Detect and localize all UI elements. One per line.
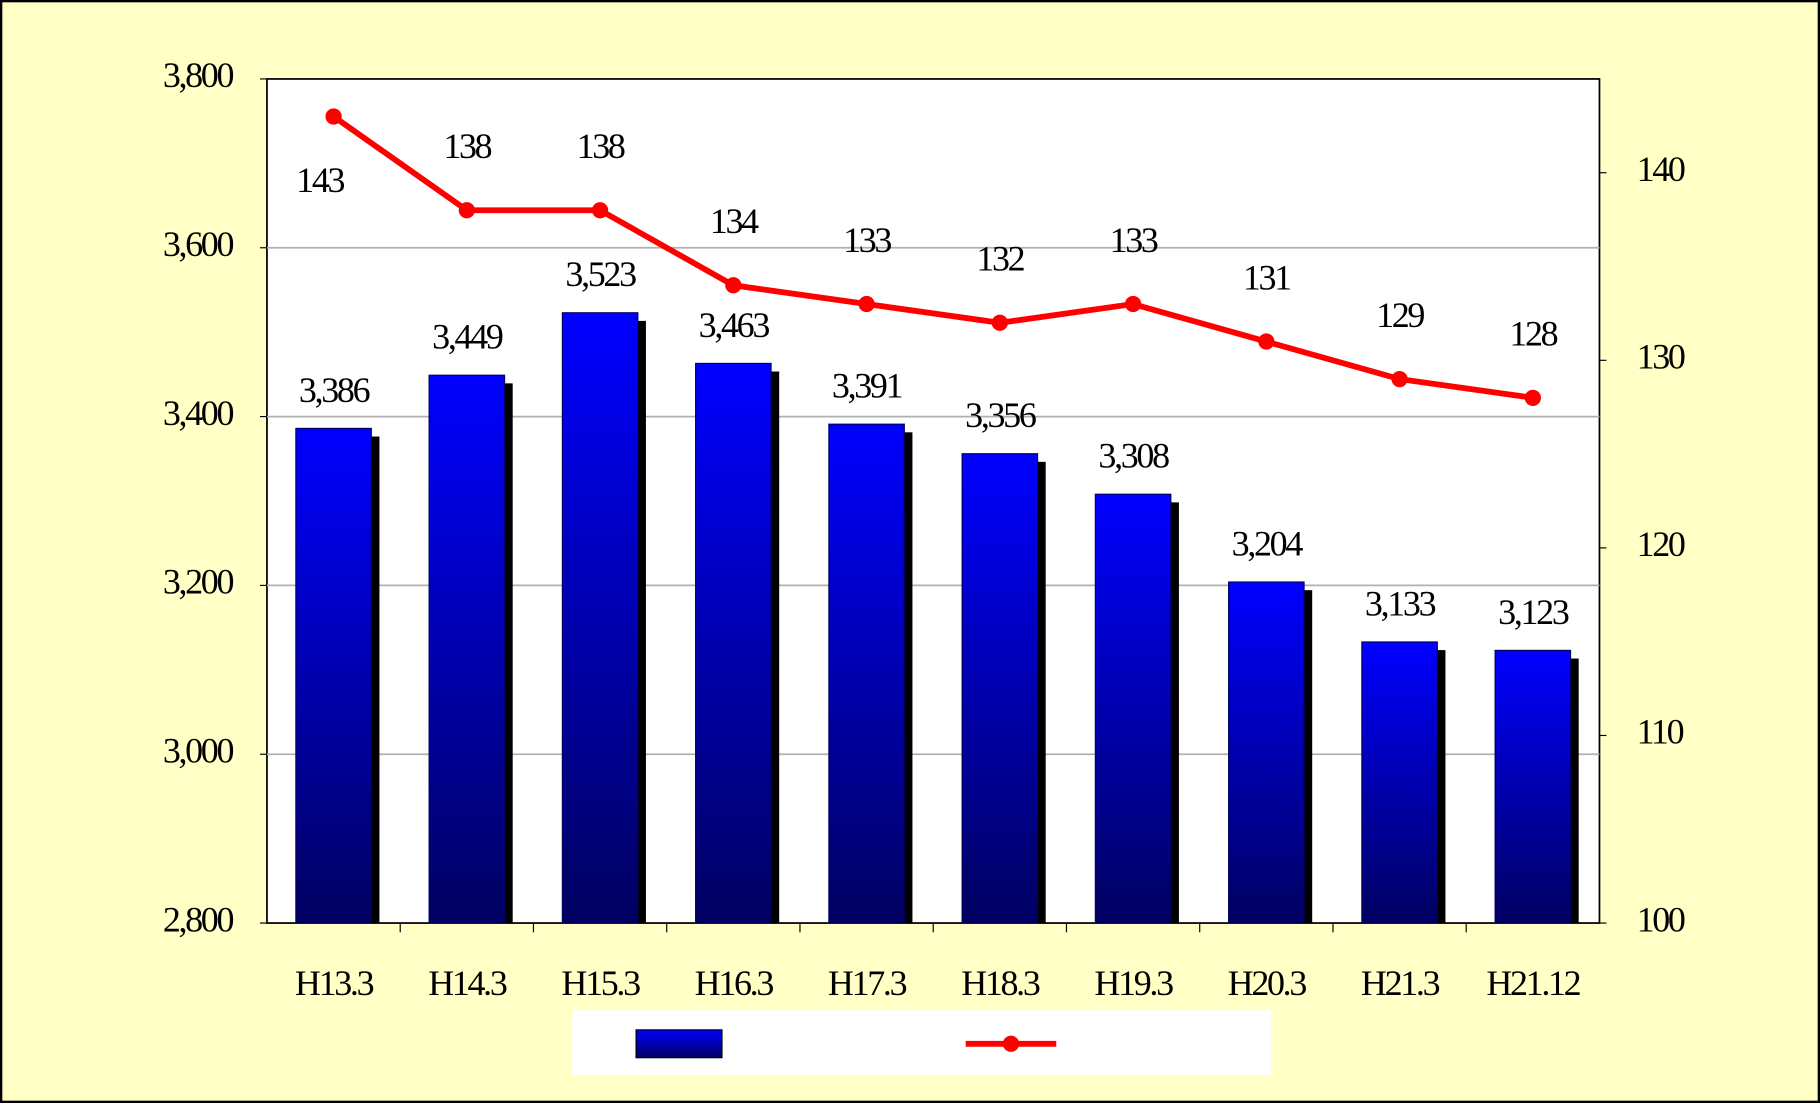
x-tick-label: H18.3 — [961, 963, 1040, 1003]
line-value-label: 129 — [1376, 295, 1424, 335]
bar-value-label: 3,308 — [1098, 436, 1169, 476]
y-tick-label: 3,000 — [163, 730, 234, 770]
line-value-label: 133 — [843, 220, 891, 260]
bar-value-label: 3,356 — [965, 395, 1036, 435]
y-tick-label: 2,800 — [163, 899, 234, 939]
line-marker — [858, 295, 875, 313]
line-marker — [591, 202, 609, 219]
y2-tick-label: 140 — [1637, 149, 1685, 189]
legend-marker — [1002, 1035, 1020, 1052]
line-marker — [725, 277, 742, 294]
line-marker — [458, 202, 475, 219]
line-value-label: 133 — [1110, 220, 1158, 260]
bar — [295, 427, 372, 924]
line-value-label: 138 — [443, 126, 491, 166]
line-value-label: 134 — [710, 201, 759, 241]
bar — [1494, 649, 1572, 924]
bar — [695, 362, 772, 924]
line-marker — [1391, 370, 1408, 388]
legend-swatch — [635, 1029, 723, 1059]
y2-tick-label: 130 — [1637, 337, 1685, 377]
bar-value-label: 3,463 — [699, 305, 770, 345]
bar-value-label: 3,449 — [432, 317, 503, 357]
bar-value-label: 3,204 — [1232, 523, 1304, 563]
x-tick-label: H19.3 — [1094, 963, 1173, 1003]
bar — [828, 423, 905, 924]
x-tick-label: H17.3 — [828, 963, 907, 1003]
x-tick-label: H21.12 — [1486, 963, 1579, 1003]
bar — [1361, 641, 1438, 924]
bar-value-label: 3,133 — [1365, 583, 1436, 623]
x-tick-label: H16.3 — [695, 963, 774, 1003]
line-value-label: 131 — [1243, 257, 1290, 297]
bar — [428, 374, 506, 924]
bar-value-label: 3,523 — [565, 254, 636, 294]
y-tick-label: 3,200 — [163, 562, 234, 602]
line-value-label: 132 — [976, 239, 1023, 279]
y2-tick-label: 120 — [1637, 524, 1685, 564]
bar — [561, 312, 639, 924]
line — [331, 114, 1534, 401]
line-marker — [1124, 295, 1142, 313]
x-tick-label: H15.3 — [561, 963, 640, 1003]
y-tick-label: 3,600 — [163, 224, 234, 264]
line-value-label: 128 — [1509, 314, 1557, 354]
x-tick-label: H14.3 — [428, 963, 507, 1003]
line-value-label: 143 — [296, 160, 344, 200]
bar — [1094, 493, 1172, 924]
line-marker — [325, 108, 342, 125]
bar-value-label: 3,386 — [299, 370, 370, 410]
x-tick-label: H21.3 — [1361, 963, 1440, 1003]
bar — [961, 453, 1039, 924]
x-tick-label: H13.3 — [295, 963, 374, 1003]
y2-tick-label: 110 — [1637, 712, 1684, 752]
bar-value-label: 3,391 — [832, 366, 902, 406]
bar — [1228, 581, 1305, 924]
line-marker — [991, 314, 1008, 331]
y-tick-label: 3,800 — [163, 55, 234, 95]
line-marker — [1258, 333, 1275, 350]
bar-value-label: 3,123 — [1498, 592, 1569, 632]
y-tick-label: 3,400 — [163, 393, 234, 433]
y2-tick-label: 100 — [1637, 899, 1685, 939]
x-tick-label: H20.3 — [1228, 963, 1307, 1003]
line-value-label: 138 — [577, 126, 625, 166]
line-marker — [1524, 389, 1541, 406]
